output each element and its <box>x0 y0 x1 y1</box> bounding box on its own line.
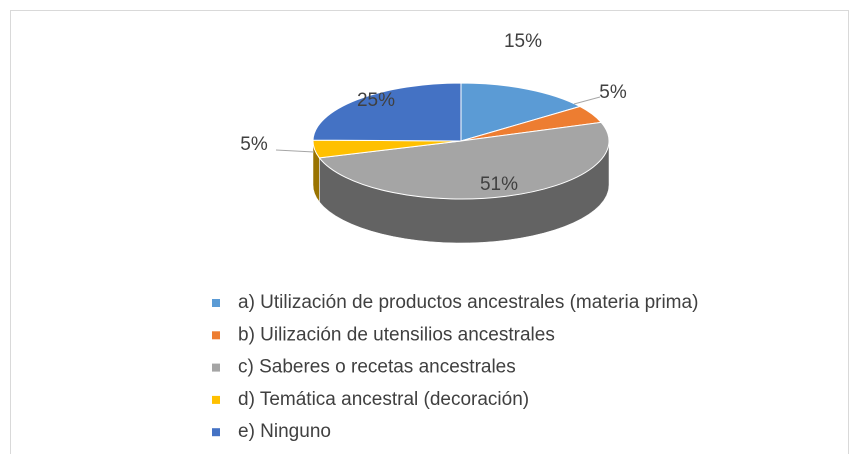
legend-swatch <box>212 299 220 307</box>
legend-label: d) Temática ancestral (decoración) <box>238 389 529 410</box>
data-label: 25% <box>357 90 395 111</box>
data-label: 15% <box>504 31 542 52</box>
data-label: 5% <box>599 82 627 103</box>
leader-line <box>573 96 601 105</box>
legend-swatch <box>212 428 220 437</box>
data-label: 51% <box>480 174 518 195</box>
leader-line <box>275 149 315 153</box>
legend-label: e) Ninguno <box>238 421 331 442</box>
legend-swatch <box>212 395 220 404</box>
pie-slice <box>460 82 582 142</box>
pie-slice <box>312 82 462 142</box>
legend-swatch <box>212 363 220 372</box>
pie-slice <box>318 121 610 200</box>
legend-label: b) Uilización de utensilios ancestrales <box>238 324 555 345</box>
legend-label: a) Utilización de productos ancestrales … <box>238 292 698 313</box>
data-label: 5% <box>240 134 268 155</box>
legend-swatch <box>212 331 220 340</box>
legend-label: c) Saberes o recetas ancestrales <box>238 357 516 378</box>
